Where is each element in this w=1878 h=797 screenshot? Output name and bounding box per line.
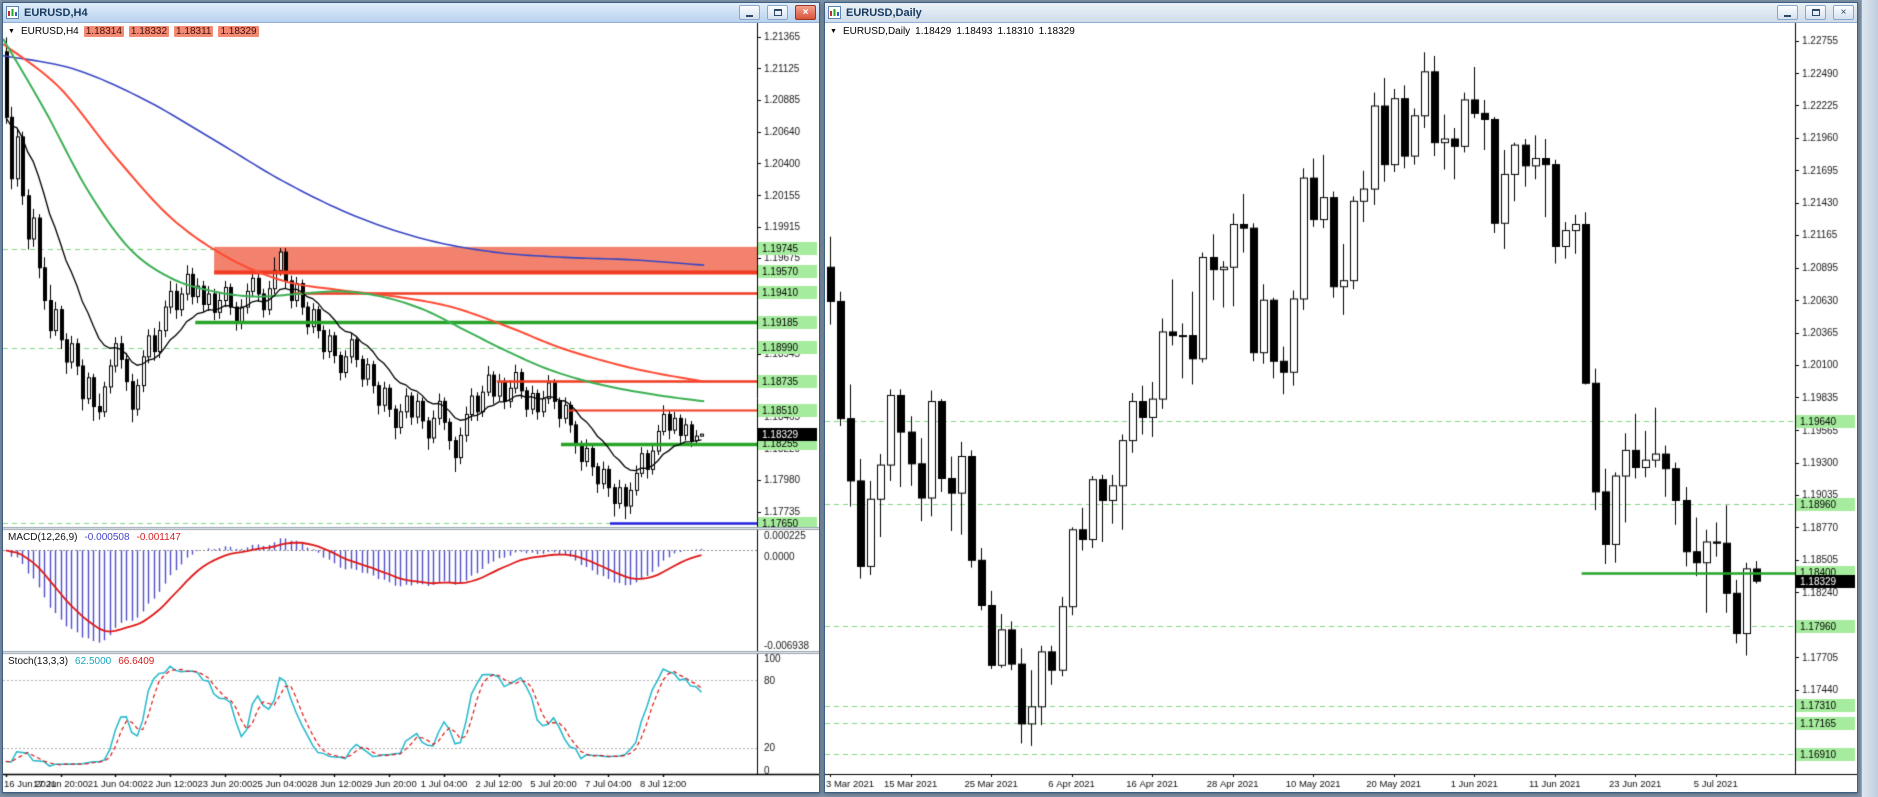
daily-title-bar[interactable]: EURUSD,Daily ×	[825, 3, 1857, 23]
h4-open-value: 1.18314	[83, 26, 124, 37]
minimize-icon	[746, 14, 753, 17]
stoch-k-value: 62.5000	[75, 656, 112, 667]
restore-icon	[1811, 9, 1820, 16]
h4-ohlc-header: ▼ EURUSD,H4 1.18314 1.18332 1.18311 1.18…	[8, 26, 259, 37]
stoch-d-value: 66.6409	[118, 656, 155, 667]
h4-chart-icon	[6, 6, 19, 19]
h4-minimize-button[interactable]	[739, 5, 760, 20]
macd-value: -0.000508	[84, 532, 130, 543]
daily-ohlc-header: ▼ EURUSD,Daily 1.18429 1.18493 1.18310 1…	[830, 26, 1075, 37]
macd-name: MACD(12,26,9)	[8, 532, 78, 543]
h4-close-value: 1.18329	[218, 26, 259, 37]
h4-window-title: EURUSD,H4	[24, 6, 88, 19]
daily-open-value: 1.18429	[915, 26, 952, 37]
workspace-right-scroll-strip[interactable]	[1861, 0, 1878, 797]
minimize-icon	[1784, 14, 1791, 17]
daily-close-button[interactable]: ×	[1833, 5, 1854, 20]
chart-window-h4: EURUSD,H4 × ▼ EURUSD,H4 1.18314 1.18332 …	[2, 2, 820, 793]
daily-chart-canvas[interactable]	[825, 23, 1857, 792]
h4-chart-area: ▼ EURUSD,H4 1.18314 1.18332 1.18311 1.18…	[3, 23, 819, 792]
h4-close-button[interactable]: ×	[795, 5, 816, 20]
h4-high-value: 1.18332	[128, 26, 170, 37]
macd-signal-value: -0.001147	[136, 532, 181, 543]
daily-close-value: 1.18329	[1038, 26, 1075, 37]
stoch-indicator-label: Stoch(13,3,3) 62.5000 66.6409	[8, 656, 154, 667]
daily-symbol-dropdown-arrow[interactable]: ▼	[830, 28, 837, 35]
daily-high-value: 1.18493	[956, 26, 993, 37]
h4-low-value: 1.18311	[174, 26, 214, 37]
daily-chart-area: ▼ EURUSD,Daily 1.18429 1.18493 1.18310 1…	[825, 23, 1857, 792]
h4-restore-button[interactable]	[767, 5, 788, 20]
daily-minimize-button[interactable]	[1777, 5, 1798, 20]
daily-restore-button[interactable]	[1805, 5, 1826, 20]
h4-symbol-label: EURUSD,H4	[20, 26, 79, 37]
daily-window-title: EURUSD,Daily	[846, 6, 922, 19]
h4-symbol-dropdown-arrow[interactable]: ▼	[8, 28, 15, 35]
daily-symbol-label: EURUSD,Daily	[842, 26, 911, 37]
stoch-name: Stoch(13,3,3)	[8, 656, 69, 667]
daily-chart-icon	[828, 6, 841, 19]
restore-icon	[773, 9, 782, 16]
h4-chart-canvas[interactable]	[3, 23, 819, 792]
close-icon: ×	[1840, 6, 1847, 18]
chart-window-daily: EURUSD,Daily × ▼ EURUSD,Daily 1.18429 1.…	[824, 2, 1858, 793]
h4-title-bar[interactable]: EURUSD,H4 ×	[3, 3, 819, 23]
daily-low-value: 1.18310	[997, 26, 1034, 37]
macd-indicator-label: MACD(12,26,9) -0.000508 -0.001147	[8, 532, 181, 543]
close-icon: ×	[802, 6, 809, 18]
